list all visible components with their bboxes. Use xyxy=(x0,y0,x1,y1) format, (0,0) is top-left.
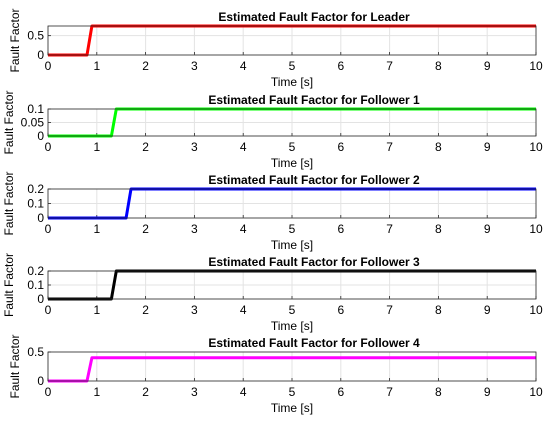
x-tick-label: 2 xyxy=(142,222,149,236)
x-tick-label: 10 xyxy=(529,385,543,399)
x-tick-label: 1 xyxy=(93,140,100,154)
y-tick-label: 0.2 xyxy=(27,264,44,278)
x-tick-label: 2 xyxy=(142,140,149,154)
x-axis-label: Time [s] xyxy=(271,75,313,89)
x-tick-label: 2 xyxy=(142,385,149,399)
y-axis-label: Fault Factor xyxy=(2,253,16,317)
x-axis-label: Time [s] xyxy=(271,156,313,170)
x-tick-label: 5 xyxy=(289,385,296,399)
x-tick-label: 8 xyxy=(435,303,442,317)
x-tick-label: 6 xyxy=(337,222,344,236)
x-tick-label: 8 xyxy=(435,59,442,73)
axes-box xyxy=(47,270,537,300)
x-tick-label: 1 xyxy=(93,222,100,236)
subplot-3: 0 1 2 3 4 5 6 7 8 9 10 00.10.2 Estimated Fault Facto… xyxy=(2,171,543,252)
x-tick-label: 0 xyxy=(45,140,52,154)
y-axis-label: Fault Factor xyxy=(8,8,22,72)
axes-box xyxy=(47,188,537,219)
x-tick-label: 4 xyxy=(240,140,247,154)
x-tick-label: 6 xyxy=(337,385,344,399)
subplot-title: Estimated Fault Factor for Follower 1 xyxy=(208,93,420,107)
x-tick-label: 5 xyxy=(289,222,296,236)
x-tick-label: 3 xyxy=(191,303,198,317)
y-tick-label: 0.1 xyxy=(27,102,44,116)
y-axis-label: Fault Factor xyxy=(2,171,16,235)
x-axis-label: Time [s] xyxy=(271,238,313,252)
axes-box xyxy=(47,25,537,56)
x-tick-label: 1 xyxy=(93,303,100,317)
x-tick-label: 9 xyxy=(484,303,491,317)
x-tick-label: 4 xyxy=(240,303,247,317)
x-axis-label: Time [s] xyxy=(271,401,313,415)
y-axis-label: Fault Factor xyxy=(8,334,22,398)
x-tick-label: 1 xyxy=(93,385,100,399)
y-tick-label: 0 xyxy=(37,129,44,143)
x-tick-label: 2 xyxy=(142,59,149,73)
x-tick-label: 3 xyxy=(191,59,198,73)
y-tick-label: 0 xyxy=(37,374,44,388)
x-tick-label: 10 xyxy=(529,222,543,236)
subplot-title: Estimated Fault Factor for Follower 2 xyxy=(208,173,420,187)
y-tick-label: 0.05 xyxy=(21,116,45,130)
x-tick-label: 5 xyxy=(289,59,296,73)
subplot-title: Estimated Fault Factor for Leader xyxy=(218,10,410,24)
x-tick-label: 3 xyxy=(191,140,198,154)
x-tick-label: 3 xyxy=(191,222,198,236)
y-tick-label: 0 xyxy=(37,48,44,62)
x-tick-label: 4 xyxy=(240,222,247,236)
x-tick-label: 10 xyxy=(529,303,543,317)
x-tick-label: 9 xyxy=(484,385,491,399)
x-tick-label: 1 xyxy=(93,59,100,73)
x-axis-label: Time [s] xyxy=(271,319,313,333)
x-tick-label: 9 xyxy=(484,222,491,236)
x-tick-label: 7 xyxy=(386,140,393,154)
x-tick-label: 9 xyxy=(484,59,491,73)
y-tick-label: 0.1 xyxy=(27,197,44,211)
x-tick-label: 4 xyxy=(240,59,247,73)
x-tick-label: 9 xyxy=(484,140,491,154)
y-tick-label: 0.2 xyxy=(27,182,44,196)
y-tick-label: 0 xyxy=(37,292,44,306)
x-tick-label: 0 xyxy=(45,303,52,317)
x-tick-label: 6 xyxy=(337,140,344,154)
x-tick-label: 0 xyxy=(45,385,52,399)
x-tick-label: 7 xyxy=(386,385,393,399)
x-tick-label: 0 xyxy=(45,222,52,236)
x-tick-label: 10 xyxy=(529,140,543,154)
x-tick-label: 6 xyxy=(337,59,344,73)
subplot-1: 0 1 2 3 4 5 6 7 8 9 10 0 0.5 Estimated Fault Factor f… xyxy=(8,8,543,89)
y-tick-label: 0.5 xyxy=(27,29,44,43)
x-tick-label: 4 xyxy=(240,385,247,399)
y-tick-label: 0 xyxy=(37,211,44,225)
y-tick-label: 0.1 xyxy=(27,278,44,292)
subplot-5: 0 1 2 3 4 5 6 7 8 9 10 0 0.5 Estimated Fault Factor f… xyxy=(8,334,543,415)
x-tick-label: 0 xyxy=(45,59,52,73)
x-tick-label: 7 xyxy=(386,303,393,317)
x-tick-label: 3 xyxy=(191,385,198,399)
x-tick-label: 7 xyxy=(386,59,393,73)
subplot-4: 0 1 2 3 4 5 6 7 8 9 10 00.10.2 Estimated Fault Facto… xyxy=(2,253,543,333)
x-tick-label: 8 xyxy=(435,140,442,154)
y-tick-label: 0.5 xyxy=(27,345,44,359)
subplot-title: Estimated Fault Factor for Follower 4 xyxy=(208,336,420,350)
x-tick-label: 8 xyxy=(435,222,442,236)
x-tick-label: 5 xyxy=(289,140,296,154)
x-tick-label: 6 xyxy=(337,303,344,317)
x-tick-label: 5 xyxy=(289,303,296,317)
x-tick-label: 8 xyxy=(435,385,442,399)
y-axis-label: Fault Factor xyxy=(2,90,16,154)
axes-box xyxy=(47,108,537,137)
axes-box xyxy=(47,351,537,382)
subplot-title: Estimated Fault Factor for Follower 3 xyxy=(208,255,420,269)
x-tick-label: 10 xyxy=(529,59,543,73)
x-tick-label: 2 xyxy=(142,303,149,317)
subplot-2: 0 1 2 3 4 5 6 7 8 9 10 00.050.1 Estimated Fault Fact… xyxy=(2,90,543,170)
x-tick-label: 7 xyxy=(386,222,393,236)
